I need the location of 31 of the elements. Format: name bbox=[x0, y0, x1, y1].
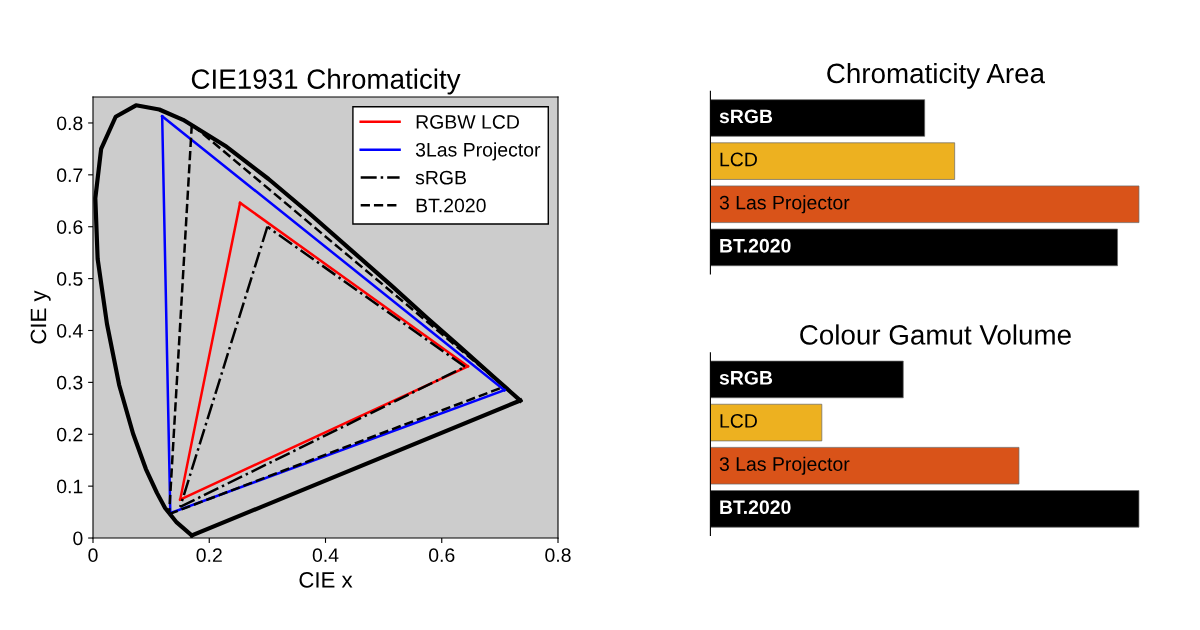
y-tick-label: 0.1 bbox=[57, 479, 83, 494]
legend-label: 3Las Projector bbox=[415, 142, 541, 161]
chart-title: Colour Gamut Volume bbox=[800, 324, 1071, 345]
x-tick-label: 0.2 bbox=[196, 548, 222, 563]
legend-label: RGBW LCD bbox=[416, 115, 519, 129]
y-tick-label: sRGB bbox=[719, 109, 773, 124]
legend-label: sRGB bbox=[415, 170, 466, 185]
y-tick-label: 3 Las Projector bbox=[719, 456, 850, 475]
y-tick-label: 0.3 bbox=[57, 375, 83, 390]
y-tick-label: 3 Las Projector bbox=[719, 195, 850, 214]
x-tick-label: 0.4 bbox=[312, 548, 339, 563]
y-tick-label: BT.2020 bbox=[720, 238, 791, 253]
y-tick-label: 0.4 bbox=[57, 323, 83, 338]
y-tick-label: 0.8 bbox=[57, 116, 83, 131]
y-tick-label: 0 bbox=[73, 531, 83, 546]
x-tick-label: 0 bbox=[88, 548, 98, 563]
y-tick-label: 0.2 bbox=[57, 427, 83, 442]
y-tick-label: sRGB bbox=[719, 370, 773, 385]
y-tick-label: LCD bbox=[720, 152, 757, 167]
x-axis-title: CIE x bbox=[299, 572, 353, 588]
y-tick-label: BT.2020 bbox=[720, 500, 791, 515]
y-tick-label: 0.6 bbox=[57, 220, 83, 234]
chart-title: CIE1931 Chromaticity bbox=[191, 68, 461, 95]
legend-label: BT.2020 bbox=[416, 198, 486, 213]
y-tick-label: LCD bbox=[720, 414, 757, 428]
x-tick-label: 0.8 bbox=[545, 548, 571, 563]
chart-title: Chromaticity Area bbox=[827, 62, 1046, 89]
x-tick-label: 0.6 bbox=[429, 548, 455, 563]
y-tick-label: 0.5 bbox=[57, 272, 83, 286]
y-tick-label: 0.7 bbox=[57, 168, 83, 183]
y-axis-title: CIE y bbox=[30, 290, 51, 344]
